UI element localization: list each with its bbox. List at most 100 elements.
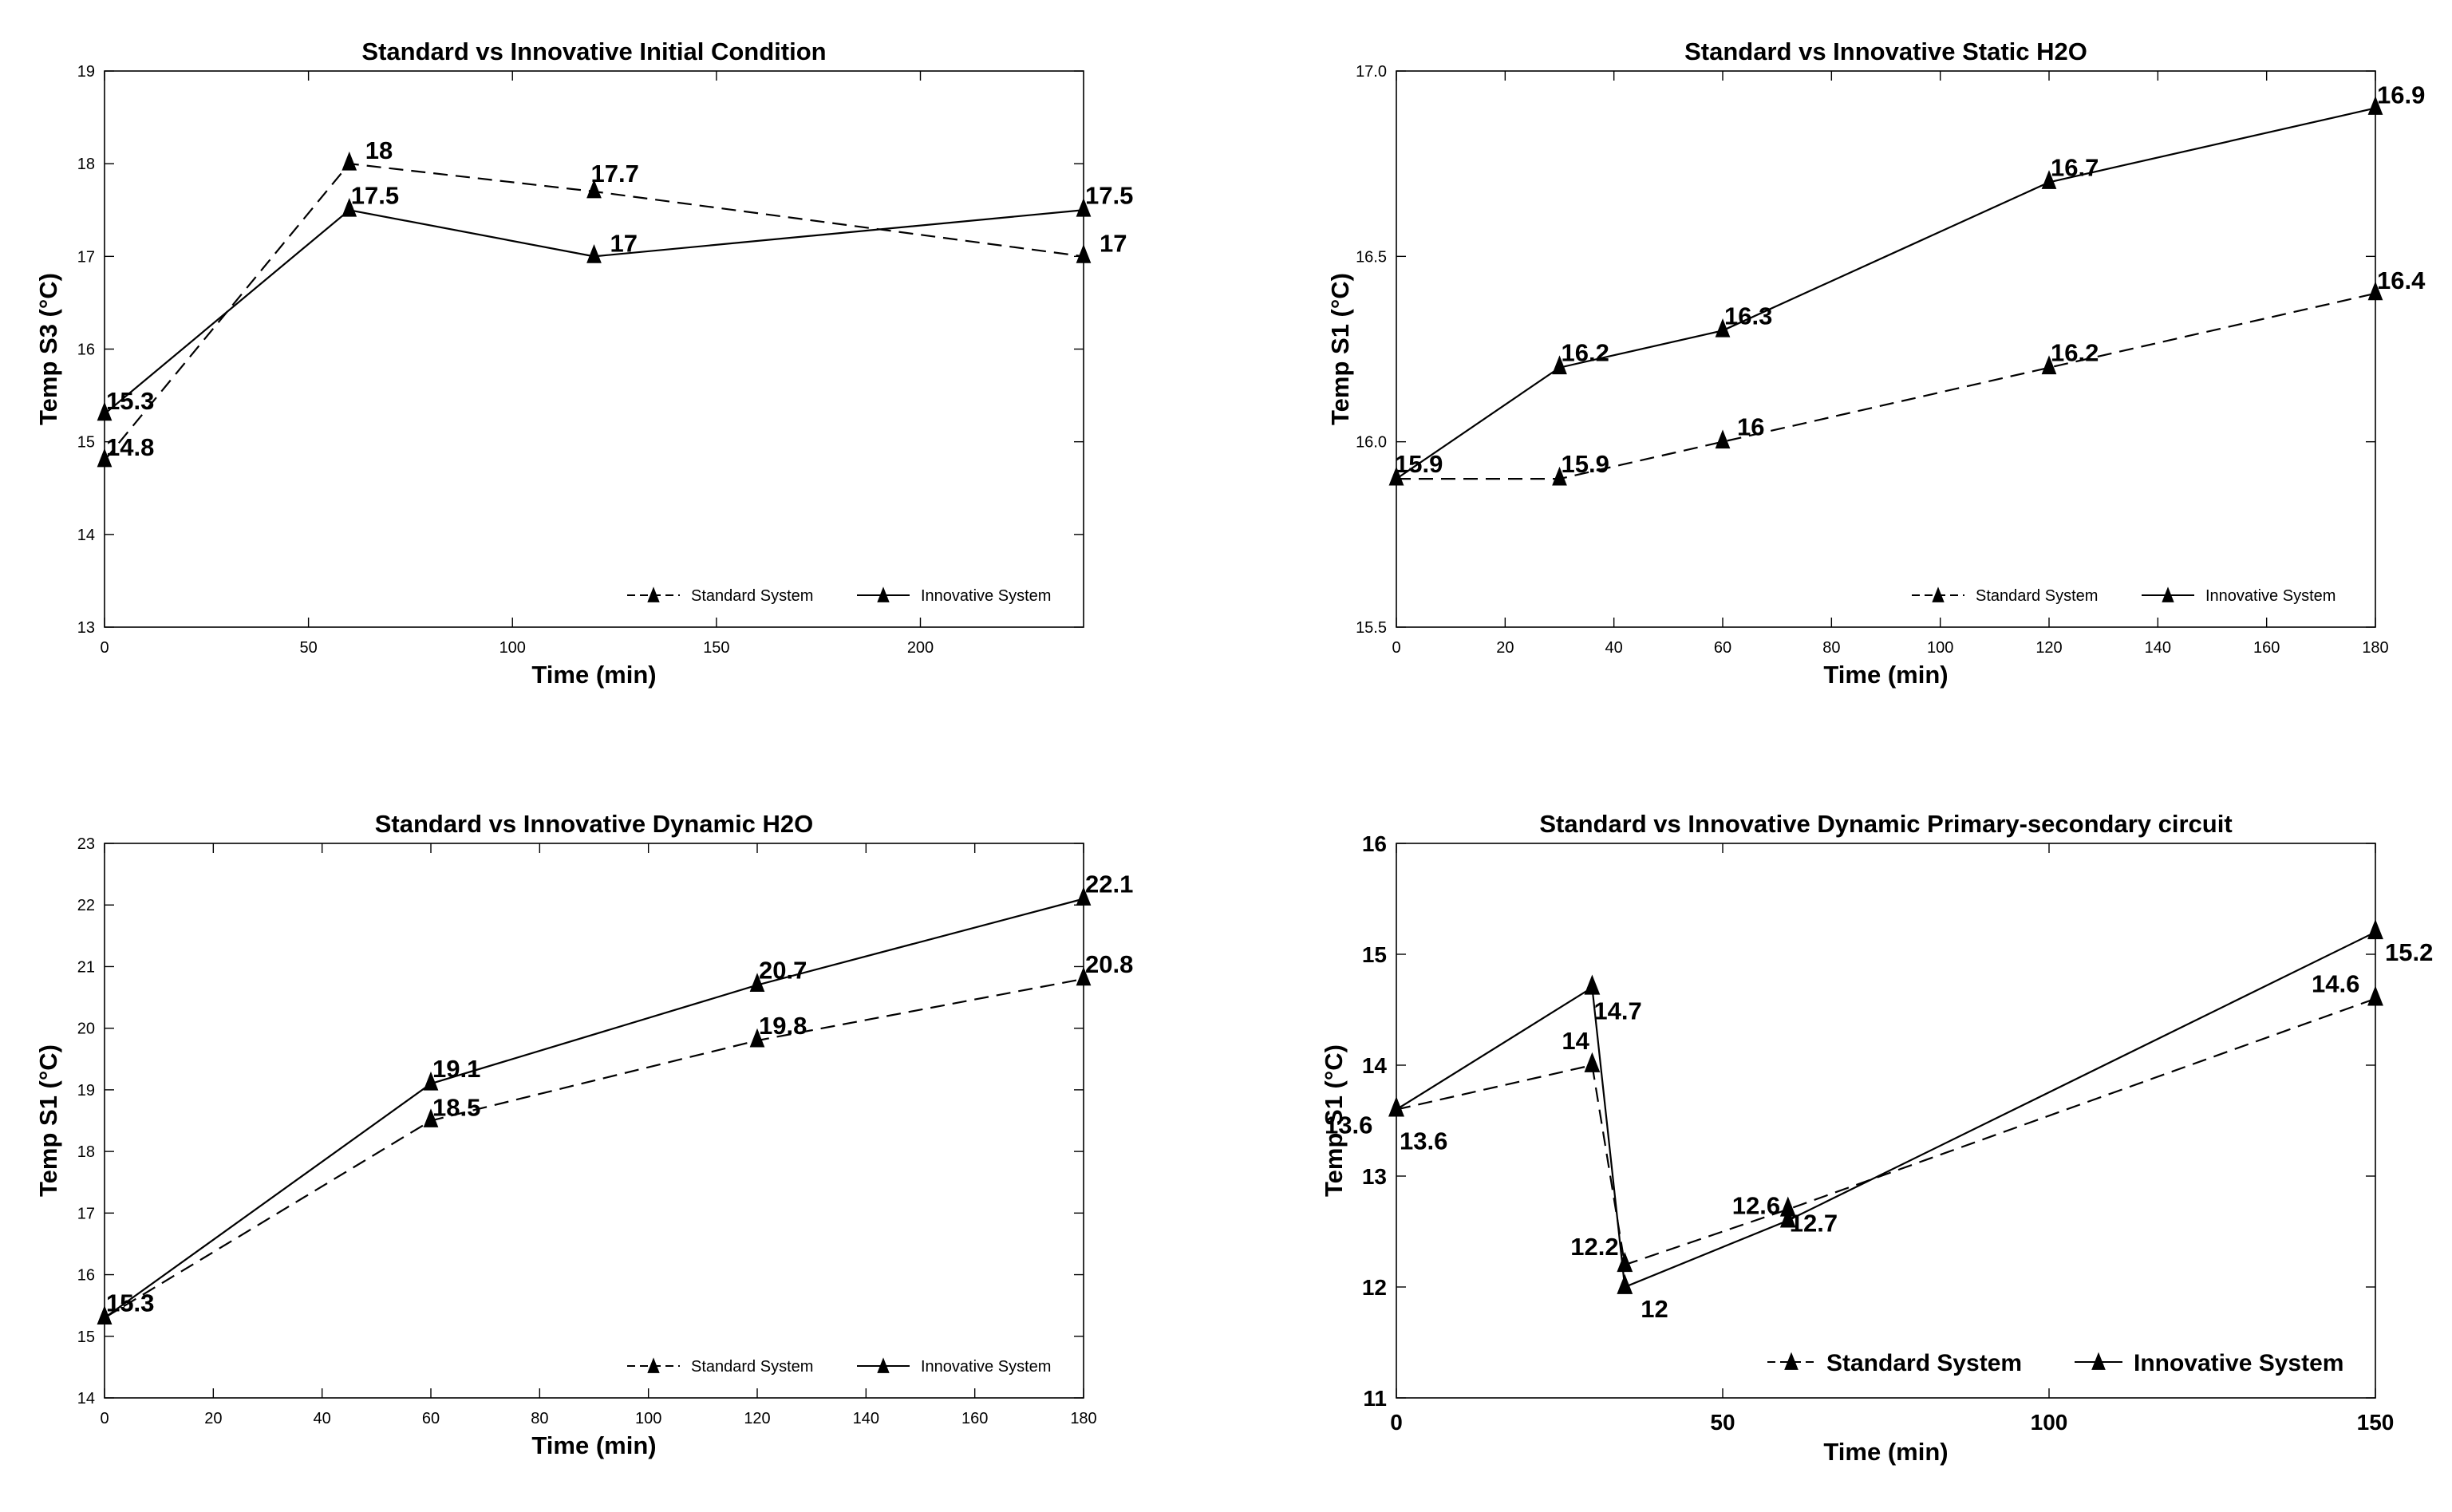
x-tick-label: 100 xyxy=(1927,639,1953,657)
legend-marker-standard xyxy=(647,1357,660,1373)
y-tick-label: 13 xyxy=(77,619,95,637)
data-label: 15.3 xyxy=(106,387,154,415)
data-label: 15.3 xyxy=(106,1289,154,1317)
data-point-marker xyxy=(1076,244,1092,263)
x-tick-label: 50 xyxy=(1710,1410,1735,1435)
data-point-marker xyxy=(1552,355,1567,375)
y-tick-label: 16 xyxy=(77,341,95,359)
data-point-marker xyxy=(1076,886,1092,906)
plot-area xyxy=(104,843,1084,1399)
legend-label-innovative: Innovative System xyxy=(2134,1350,2343,1376)
data-label: 16.2 xyxy=(1562,339,1609,367)
data-point-marker xyxy=(1715,318,1731,338)
x-tick-label: 0 xyxy=(100,639,109,657)
data-point-marker xyxy=(1779,1196,1796,1217)
data-point-marker xyxy=(97,448,113,468)
legend-label-innovative: Innovative System xyxy=(921,1358,1051,1376)
x-tick-label: 120 xyxy=(2035,639,2062,657)
data-label: 14.6 xyxy=(2312,970,2359,998)
data-label: 15.9 xyxy=(1395,450,1443,478)
data-label: 19.8 xyxy=(759,1012,807,1040)
data-label: 16.3 xyxy=(1724,302,1772,330)
series-line-standard xyxy=(104,977,1084,1319)
y-axis-label: Temp S1 (°C) xyxy=(1320,1044,1348,1197)
chart-title: Standard vs Innovative Static H2O xyxy=(1684,38,2087,65)
data-point-marker xyxy=(1076,966,1092,986)
data-point-marker xyxy=(1779,1207,1796,1228)
chart-title: Standard vs Innovative Initial Condition xyxy=(361,38,826,65)
x-tick-label: 40 xyxy=(314,1410,331,1427)
data-label: 12 xyxy=(1641,1295,1668,1323)
legend-label-innovative: Innovative System xyxy=(921,587,1051,605)
y-tick-label: 16.0 xyxy=(1356,434,1387,452)
legend-label-standard: Standard System xyxy=(691,587,813,605)
x-tick-label: 160 xyxy=(961,1410,988,1427)
data-point-marker xyxy=(586,179,602,199)
chart-title: Standard vs Innovative Dynamic Primary-s… xyxy=(1539,810,2232,838)
x-axis-label: Time (min) xyxy=(1823,661,1948,689)
y-tick-label: 17 xyxy=(77,1205,95,1222)
data-point-marker xyxy=(749,1028,765,1048)
data-point-marker xyxy=(2367,96,2383,115)
x-tick-label: 60 xyxy=(1714,639,1731,657)
chart-title: Standard vs Innovative Dynamic H2O xyxy=(375,810,814,838)
x-tick-label: 140 xyxy=(2145,639,2171,657)
legend-label-standard: Standard System xyxy=(1826,1350,2022,1376)
x-axis-label: Time (min) xyxy=(1823,1438,1948,1466)
data-label: 16.7 xyxy=(2051,153,2099,181)
data-point-marker xyxy=(342,151,357,171)
y-tick-label: 18 xyxy=(77,156,95,173)
data-point-marker xyxy=(1388,466,1404,486)
data-label: 14 xyxy=(1562,1027,1589,1055)
legend-marker-innovative xyxy=(877,1357,890,1373)
data-label: 17.7 xyxy=(591,160,639,188)
x-tick-label: 160 xyxy=(2253,639,2280,657)
data-point-marker xyxy=(342,197,357,217)
y-tick-label: 18 xyxy=(77,1143,95,1161)
data-point-marker xyxy=(1584,974,1601,995)
x-tick-label: 120 xyxy=(744,1410,770,1427)
legend-marker-standard xyxy=(1784,1352,1799,1370)
y-tick-label: 21 xyxy=(77,958,95,976)
series-line-innovative xyxy=(104,209,1084,415)
data-label: 17.5 xyxy=(1085,181,1133,209)
data-label: 16.2 xyxy=(2051,339,2099,367)
x-tick-label: 180 xyxy=(1070,1410,1096,1427)
data-point-marker xyxy=(1552,466,1567,486)
y-axis-label: Temp S1 (°C) xyxy=(1326,273,1354,425)
data-label: 12.6 xyxy=(1732,1192,1780,1220)
data-label: 19.1 xyxy=(432,1055,480,1083)
x-tick-label: 100 xyxy=(499,639,526,657)
data-point-marker xyxy=(586,244,602,263)
data-point-marker xyxy=(1617,1273,1633,1294)
data-point-marker xyxy=(1584,1052,1601,1072)
legend-label-standard: Standard System xyxy=(1976,587,2098,605)
legend-label-standard: Standard System xyxy=(691,1358,813,1376)
x-tick-label: 80 xyxy=(1822,639,1840,657)
legend-label-innovative: Innovative System xyxy=(2205,587,2336,605)
data-point-marker xyxy=(1388,1096,1404,1117)
chart-panel-2: 0 20 40 60 80 100 120 140 160 180 15.5 16.0 16.5 17.0… xyxy=(1326,38,2426,689)
data-label: 16.4 xyxy=(2377,266,2426,294)
data-label: 15.2 xyxy=(2385,938,2433,966)
y-tick-label: 20 xyxy=(77,1021,95,1038)
x-tick-label: 20 xyxy=(1496,639,1514,657)
data-label: 20.8 xyxy=(1085,950,1133,978)
data-label: 18 xyxy=(365,136,393,164)
y-tick-label: 16 xyxy=(1362,831,1387,856)
x-tick-label: 100 xyxy=(2031,1410,2068,1435)
data-label: 17 xyxy=(1100,229,1127,257)
data-label: 13.6 xyxy=(1325,1111,1372,1139)
plot-area xyxy=(104,70,1084,628)
data-point-marker xyxy=(1715,429,1731,449)
legend-marker-innovative xyxy=(2162,586,2174,602)
x-tick-label: 200 xyxy=(907,639,934,657)
plot-area xyxy=(1396,843,2376,1399)
y-tick-label: 16 xyxy=(77,1267,95,1285)
y-tick-label: 14 xyxy=(77,1390,95,1407)
data-point-marker xyxy=(97,401,113,421)
y-tick-label: 12 xyxy=(1362,1275,1387,1300)
y-tick-label: 13 xyxy=(1362,1164,1387,1189)
y-axis-label: Temp S1 (°C) xyxy=(34,1044,62,1197)
